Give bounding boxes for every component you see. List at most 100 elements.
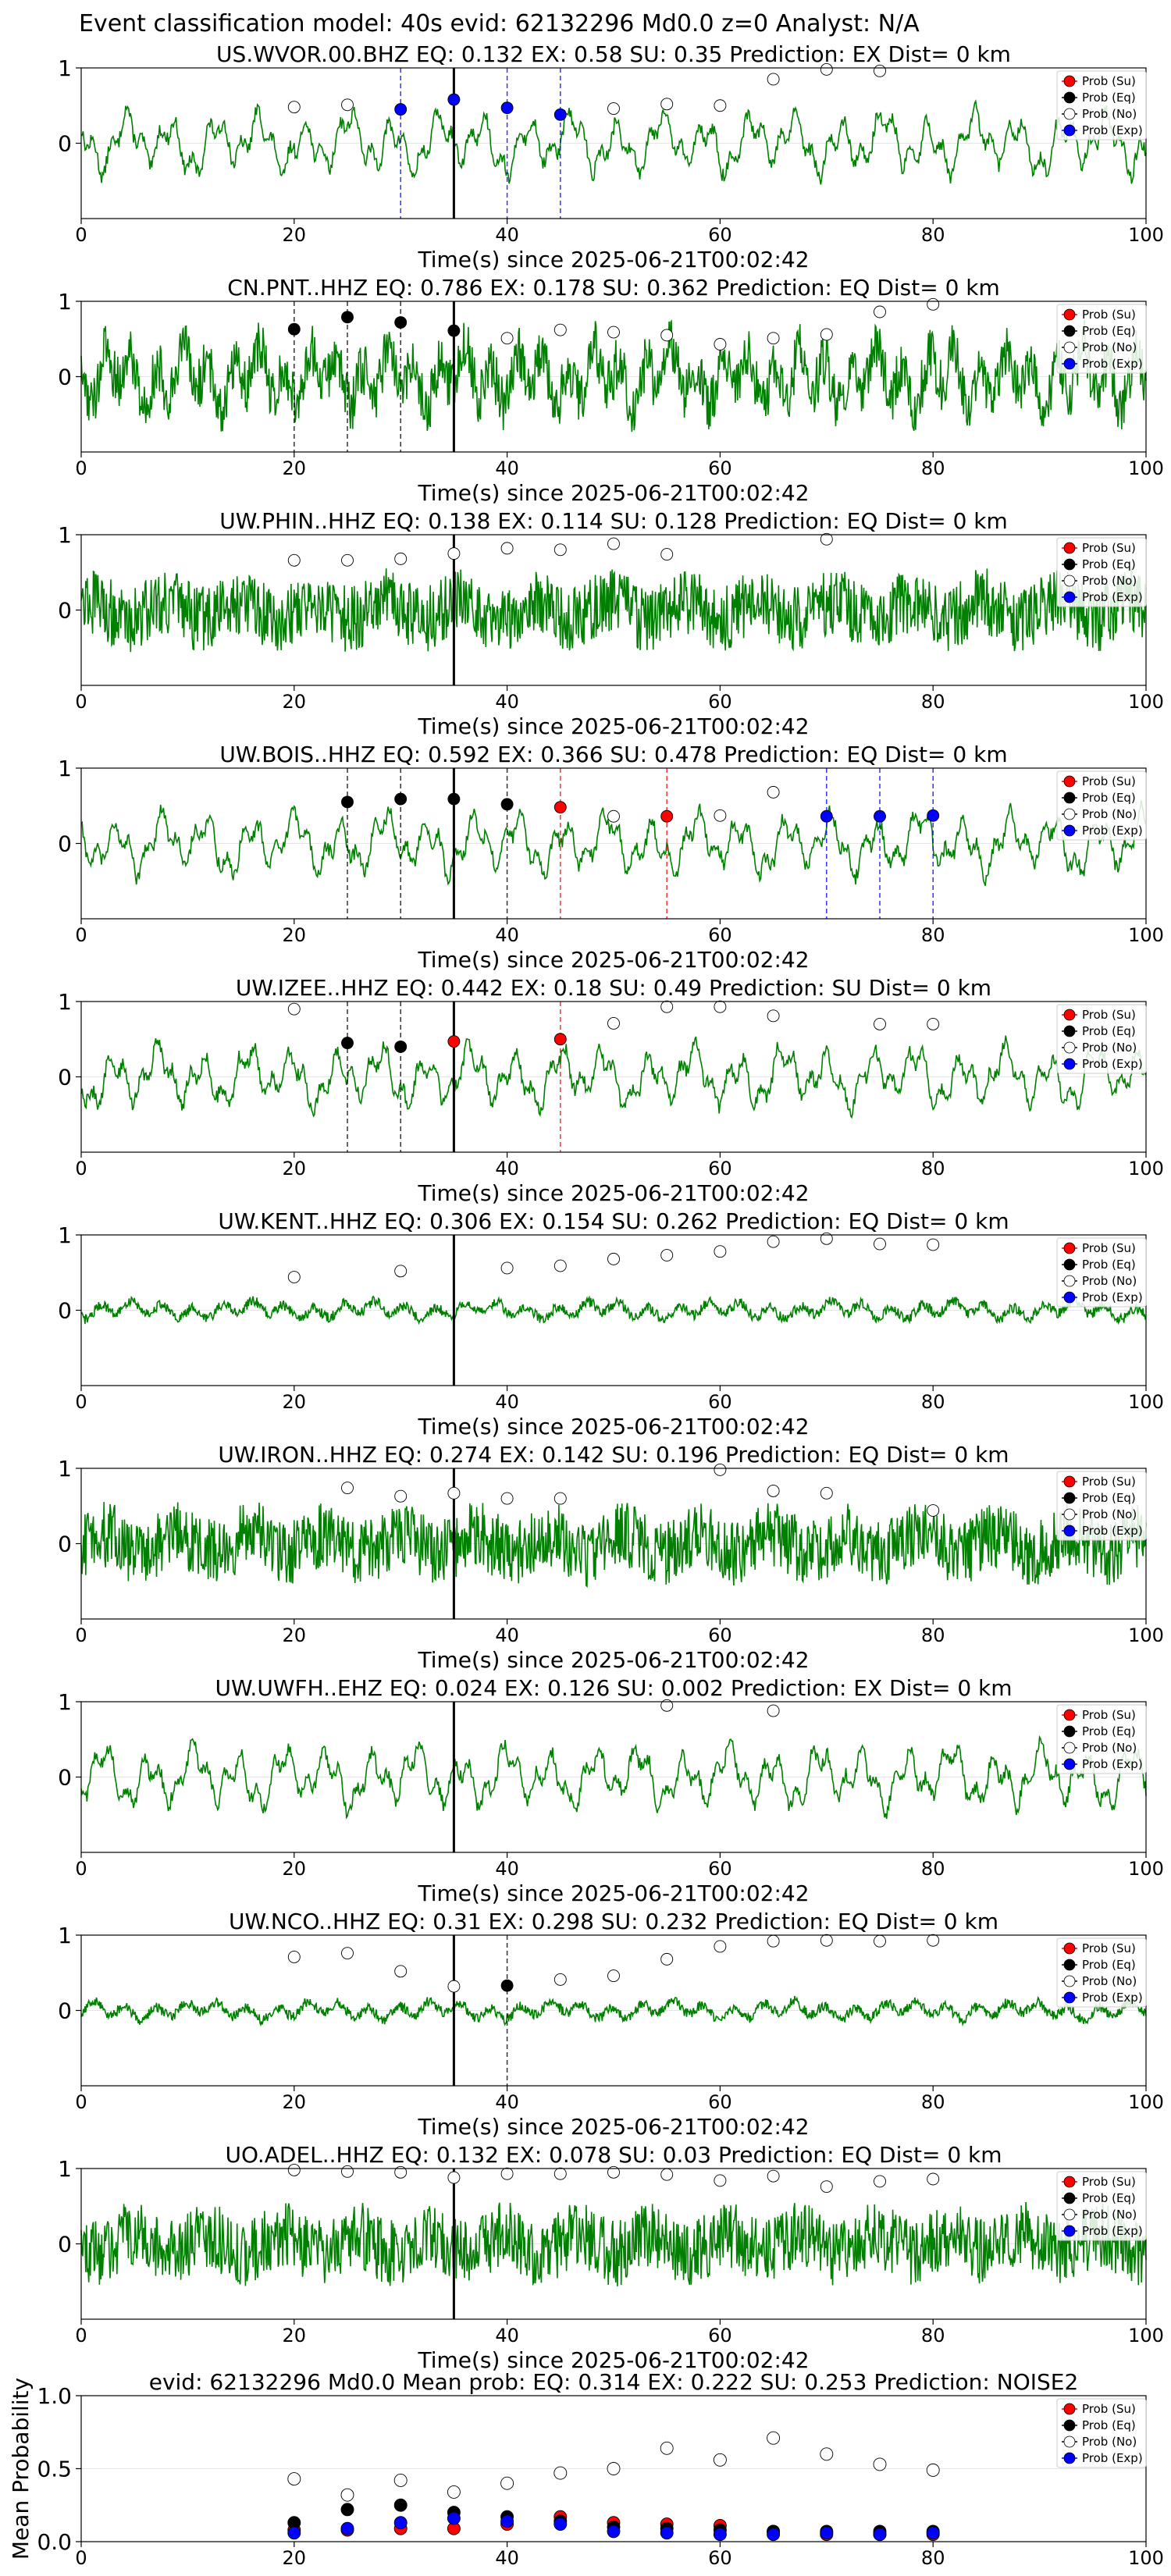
legend-marker xyxy=(1063,824,1076,837)
probability-marker xyxy=(767,1009,780,1023)
y-tick-label: 0 xyxy=(58,831,72,857)
legend-entry: Prob (Eq) xyxy=(1082,91,1136,105)
mean-marker xyxy=(767,2528,781,2542)
mean-marker xyxy=(287,2472,301,2486)
x-tick-label: 100 xyxy=(1128,691,1164,713)
y-tick-label: 1.0 xyxy=(37,2383,72,2409)
probability-marker xyxy=(341,2165,354,2178)
legend-entry: Prob (Su) xyxy=(1082,1241,1136,1255)
mean-probability-panel: evid: 62132296 Md0.0 Mean prob: EQ: 0.31… xyxy=(8,2369,1164,2569)
panel-title: UW.UWFH..EHZ EQ: 0.024 EX: 0.126 SU: 0.0… xyxy=(215,1675,1012,1701)
probability-marker xyxy=(660,1699,674,1712)
mean-marker xyxy=(607,2524,621,2539)
probability-marker xyxy=(553,323,567,336)
legend-marker xyxy=(1063,1041,1076,1054)
legend-marker xyxy=(1063,1525,1076,1537)
probability-marker xyxy=(447,547,461,560)
probability-marker xyxy=(874,809,886,823)
x-tick-label: 40 xyxy=(495,1158,519,1179)
y-tick-label: 1 xyxy=(58,1923,72,1948)
x-tick-label: 20 xyxy=(283,2091,307,2113)
panel-title: UW.KENT..HHZ EQ: 0.306 EX: 0.154 SU: 0.2… xyxy=(218,1208,1009,1234)
x-tick-label: 100 xyxy=(1128,224,1164,246)
panel-title: CN.PNT..HHZ EQ: 0.786 EX: 0.178 SU: 0.36… xyxy=(227,275,1000,301)
legend-box xyxy=(1056,1704,1147,1774)
legend-entry: Prob (Exp) xyxy=(1082,824,1143,838)
mean-marker xyxy=(553,2466,568,2480)
probability-marker xyxy=(394,316,408,329)
mean-marker xyxy=(393,2516,408,2530)
probability-marker xyxy=(553,1033,567,1046)
legend-marker xyxy=(1063,1991,1076,2004)
mean-marker xyxy=(660,2526,674,2540)
x-tick-label: 80 xyxy=(921,1391,945,1413)
x-tick-label: 80 xyxy=(921,224,945,246)
legend-marker xyxy=(1063,2452,1076,2464)
x-tick-label: 0 xyxy=(75,2091,87,2113)
probability-marker xyxy=(927,1017,940,1030)
x-tick-label: 100 xyxy=(1128,1391,1164,1413)
legend-entry: Prob (Exp) xyxy=(1082,1524,1143,1538)
waveform-trace xyxy=(80,1035,1147,1119)
x-tick-label: 0 xyxy=(75,2547,87,2569)
y-tick-label: 0 xyxy=(58,2232,72,2258)
probability-marker xyxy=(607,102,620,116)
probability-marker xyxy=(553,1973,567,1986)
legend-entry: Prob (Su) xyxy=(1082,541,1136,555)
probability-marker xyxy=(714,2174,727,2187)
x-tick-label: 40 xyxy=(495,2091,519,2113)
legend-marker xyxy=(1063,1942,1076,1955)
panel-title: UW.BOIS..HHZ EQ: 0.592 EX: 0.366 SU: 0.4… xyxy=(219,742,1007,767)
mean-marker xyxy=(713,2453,727,2467)
probability-marker xyxy=(553,1259,567,1272)
x-tick-label: 20 xyxy=(283,2547,307,2569)
legend-marker xyxy=(1063,91,1076,104)
x-tick-label: 100 xyxy=(1128,2547,1164,2569)
mean-marker xyxy=(767,2431,781,2445)
probability-marker xyxy=(394,1965,408,1978)
legend-marker xyxy=(1063,1025,1076,1037)
y-tick-label: 1 xyxy=(58,989,72,1015)
x-tick-label: 80 xyxy=(921,2547,945,2569)
mean-marker xyxy=(447,2511,461,2525)
probability-marker xyxy=(553,1492,567,1505)
legend-marker xyxy=(1063,1058,1076,1070)
mean-marker xyxy=(447,2485,461,2499)
probability-marker xyxy=(341,553,354,567)
probability-marker xyxy=(767,1934,780,1948)
probability-marker xyxy=(820,1232,833,1245)
probability-marker xyxy=(500,1492,514,1505)
station-panel: UW.KENT..HHZ EQ: 0.306 EX: 0.154 SU: 0.2… xyxy=(58,1208,1164,1439)
probability-marker xyxy=(607,2165,620,2179)
probability-marker xyxy=(287,101,301,114)
probability-marker xyxy=(820,62,833,76)
mean-marker xyxy=(340,2503,354,2517)
x-tick-label: 80 xyxy=(921,457,945,479)
legend-entry: Prob (Exp) xyxy=(1082,1991,1143,2005)
mean-marker xyxy=(393,2498,408,2512)
probability-marker xyxy=(341,1482,354,1495)
legend-marker xyxy=(1063,542,1076,554)
probability-marker xyxy=(660,1249,674,1262)
legend-box xyxy=(1056,304,1147,374)
probability-marker xyxy=(607,326,620,339)
x-tick-label: 20 xyxy=(283,1858,307,1880)
y-tick-label: 0 xyxy=(58,598,72,624)
legend-entry: Prob (Eq) xyxy=(1082,557,1136,571)
probability-marker xyxy=(874,64,886,77)
mean-marker xyxy=(660,2441,674,2455)
legend-entry: Prob (No) xyxy=(1082,1741,1137,1755)
x-axis-label: Time(s) since 2025-06-21T00:02:42 xyxy=(417,247,809,272)
figure-suptitle: Event classification model: 40s evid: 62… xyxy=(79,10,920,37)
probability-marker xyxy=(874,1934,886,1948)
probability-marker xyxy=(500,1261,514,1275)
y-tick-label: 1 xyxy=(58,1222,72,1248)
panel-title: UW.NCO..HHZ EQ: 0.31 EX: 0.298 SU: 0.232… xyxy=(229,1909,998,1934)
y-tick-label: 0 xyxy=(58,1065,72,1091)
x-tick-label: 60 xyxy=(708,457,732,479)
mean-marker xyxy=(500,2514,514,2528)
legend-entry: Prob (Su) xyxy=(1082,74,1136,88)
mean-marker xyxy=(926,2526,940,2540)
x-tick-label: 0 xyxy=(75,691,87,713)
